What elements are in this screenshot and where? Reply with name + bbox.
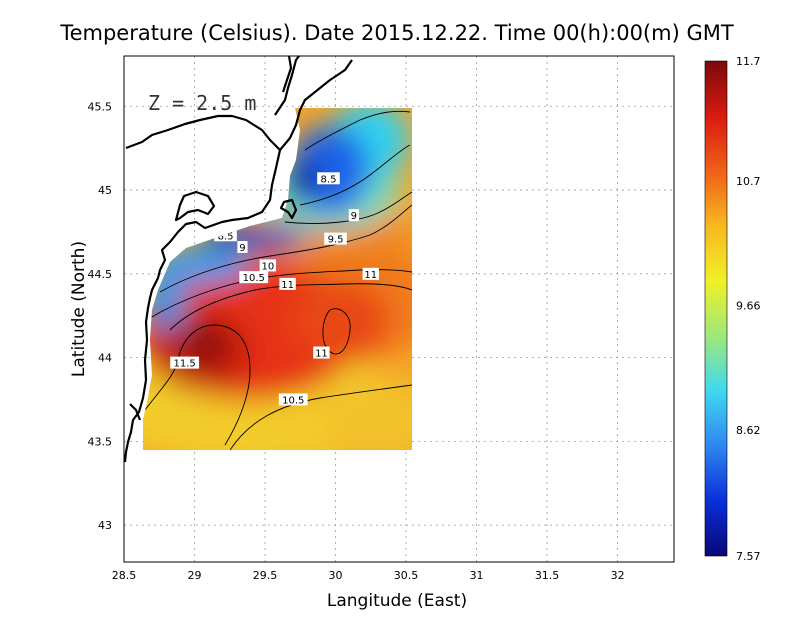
y-tick-label: 45.5 xyxy=(88,100,113,113)
contour-label: 9.5 xyxy=(328,235,344,246)
contour-label: 9 xyxy=(351,211,357,222)
contour-label: 11 xyxy=(281,280,294,291)
contour-label-bg xyxy=(259,259,277,272)
plot-frame xyxy=(123,55,675,563)
contour-label: 10.5 xyxy=(282,395,304,406)
x-tick-label: 29.5 xyxy=(253,569,278,582)
contour-label-bg xyxy=(313,346,330,359)
contour-label-bg xyxy=(362,267,379,280)
x-axis-label: Langitude (East) xyxy=(327,591,467,611)
contour-label: 11 xyxy=(364,270,377,281)
x-tick-label: 29 xyxy=(188,569,202,582)
contour-label-bg xyxy=(348,209,359,222)
contour-label-bg xyxy=(279,277,296,290)
x-tick-label: 32 xyxy=(611,569,625,582)
contour-label: 8.5 xyxy=(218,231,234,242)
chart-title: Temperature (Celsius). Date 2015.12.22. … xyxy=(59,21,734,45)
contour-label-bg xyxy=(239,271,269,284)
depth-label: Z = 2.5 m xyxy=(148,91,256,115)
x-tick-label: 30 xyxy=(329,569,343,582)
contour-label-bg xyxy=(237,241,248,254)
contour-label: 11 xyxy=(315,349,328,360)
contour-label: 11.5 xyxy=(174,359,196,370)
y-tick-label: 43 xyxy=(98,519,112,532)
coastline xyxy=(123,55,353,463)
colorbar-tick-label: 10.7 xyxy=(736,175,761,188)
y-tick-label: 44 xyxy=(98,352,112,365)
y-tick-label: 43.5 xyxy=(88,435,113,448)
contour-label: 10 xyxy=(261,261,274,272)
contour-label: 9 xyxy=(239,243,245,254)
contour-label-bg xyxy=(317,172,340,185)
y-axis-label: Latitude (North) xyxy=(69,241,89,377)
colorbar-tick-label: 11.7 xyxy=(736,55,761,68)
contour-label-bg xyxy=(170,356,200,369)
y-tick-labels: 43 43.5 44 44.5 45 45.5 xyxy=(88,100,113,532)
colorbar-tick-labels: 11.7 10.7 9.66 8.62 7.57 xyxy=(736,55,761,563)
y-tick-label: 45 xyxy=(98,184,112,197)
x-tick-label: 31.5 xyxy=(535,569,560,582)
x-tick-labels: 28.5 29 29.5 30 30.5 31 31.5 32 xyxy=(112,569,625,582)
y-tick-label: 44.5 xyxy=(88,268,113,281)
colorbar xyxy=(704,60,728,557)
contour-label-bg xyxy=(278,393,308,406)
x-tick-label: 31 xyxy=(470,569,484,582)
colorbar-tick-label: 7.57 xyxy=(736,550,761,563)
x-tick-label: 30.5 xyxy=(394,569,419,582)
contour-label: 8.5 xyxy=(321,174,337,185)
x-tick-label: 28.5 xyxy=(112,569,137,582)
colorbar-tick-label: 9.66 xyxy=(736,300,761,313)
colorbar-tick-label: 8.62 xyxy=(736,424,761,437)
contour-label-bg xyxy=(324,232,347,245)
contour-label: 10.5 xyxy=(243,273,265,284)
